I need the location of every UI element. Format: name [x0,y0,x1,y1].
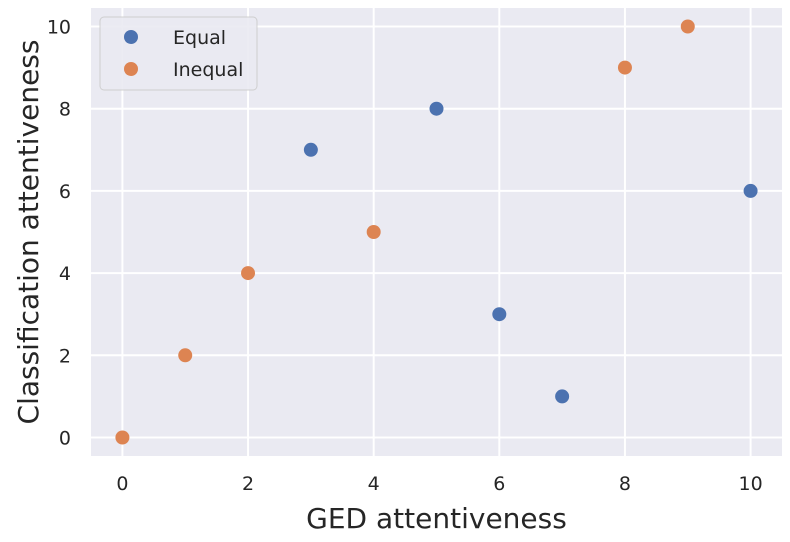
legend-marker-equal [124,30,138,44]
y-tick-label: 2 [59,345,71,367]
x-tick-label: 8 [619,473,631,495]
x-axis-label: GED attentiveness [306,502,567,535]
x-tick-label: 4 [368,473,380,495]
x-tick-labels: 0 2 4 6 8 10 [116,473,762,495]
legend-label-equal: Equal [173,27,226,49]
data-points [115,19,758,445]
y-tick-label: 0 [59,428,71,450]
point-inequal [241,266,256,281]
point-inequal [115,430,130,445]
point-equal [429,101,444,116]
point-equal [492,307,507,322]
point-inequal [617,60,632,75]
x-tick-label: 6 [493,473,505,495]
y-tick-labels: 0 2 4 6 8 10 [47,16,71,449]
point-inequal [366,225,381,239]
x-tick-label: 10 [738,473,762,495]
point-equal [555,389,570,404]
legend-marker-inequal [124,62,138,76]
point-inequal [680,19,695,34]
legend-box [99,16,258,91]
y-tick-label: 8 [59,99,71,121]
y-tick-label: 4 [59,263,71,285]
y-tick-label: 10 [47,16,71,38]
point-inequal [178,348,193,363]
point-equal [303,142,318,157]
legend-label-inequal: Inequal [173,59,243,81]
y-axis-label: Classification attentiveness [12,40,45,425]
y-tick-label: 6 [59,181,71,203]
x-tick-label: 2 [242,473,254,495]
x-tick-label: 0 [116,473,128,495]
legend: Equal Inequal [99,16,258,91]
point-equal [743,183,758,198]
